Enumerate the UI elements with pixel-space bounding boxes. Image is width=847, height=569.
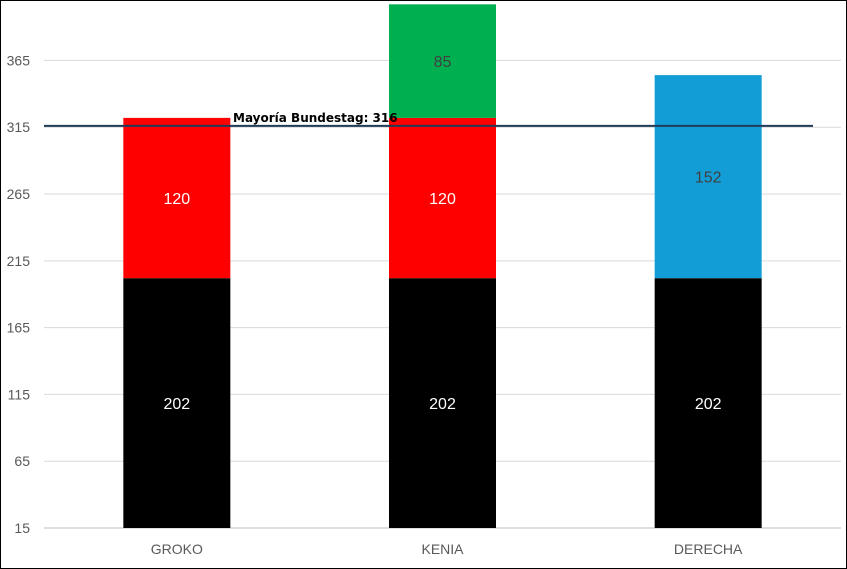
x-category-label: KENIA bbox=[421, 541, 464, 557]
y-tick-label: 15 bbox=[14, 520, 30, 536]
bar-segment bbox=[123, 117, 231, 279]
y-tick-label: 165 bbox=[7, 320, 31, 336]
y-axis-ticks: 15 65 115 165 215 265 315 365 bbox=[7, 52, 31, 536]
x-axis-categories: GROKO KENIA DERECHA bbox=[151, 541, 743, 557]
bar-segment bbox=[654, 278, 762, 528]
x-category-label: GROKO bbox=[151, 541, 203, 557]
bar-segment bbox=[654, 75, 762, 279]
data-labels: 202 120 202 120 85 202 152 bbox=[163, 54, 721, 413]
bar-segment bbox=[123, 278, 231, 528]
data-label: 152 bbox=[695, 170, 722, 187]
y-tick-label: 65 bbox=[14, 453, 30, 469]
y-tick-label: 215 bbox=[7, 253, 31, 269]
data-label: 202 bbox=[163, 396, 190, 413]
y-tick-label: 115 bbox=[8, 386, 31, 402]
data-label: 120 bbox=[163, 191, 190, 208]
data-label: 120 bbox=[429, 191, 456, 208]
y-tick-label: 315 bbox=[7, 119, 31, 135]
y-tick-label: 365 bbox=[7, 52, 31, 68]
data-label: 85 bbox=[434, 54, 452, 71]
bar-segment bbox=[389, 278, 496, 528]
bar-segment bbox=[389, 4, 496, 118]
bars bbox=[123, 4, 762, 528]
data-label: 202 bbox=[429, 396, 456, 413]
y-tick-label: 265 bbox=[7, 186, 31, 202]
reference-line-group: Mayoría Bundestag: 316 bbox=[44, 111, 813, 127]
bar-segment bbox=[389, 117, 496, 279]
data-label: 202 bbox=[695, 396, 722, 413]
reference-line-label: Mayoría Bundestag: 316 bbox=[233, 111, 398, 125]
x-category-label: DERECHA bbox=[674, 541, 743, 557]
